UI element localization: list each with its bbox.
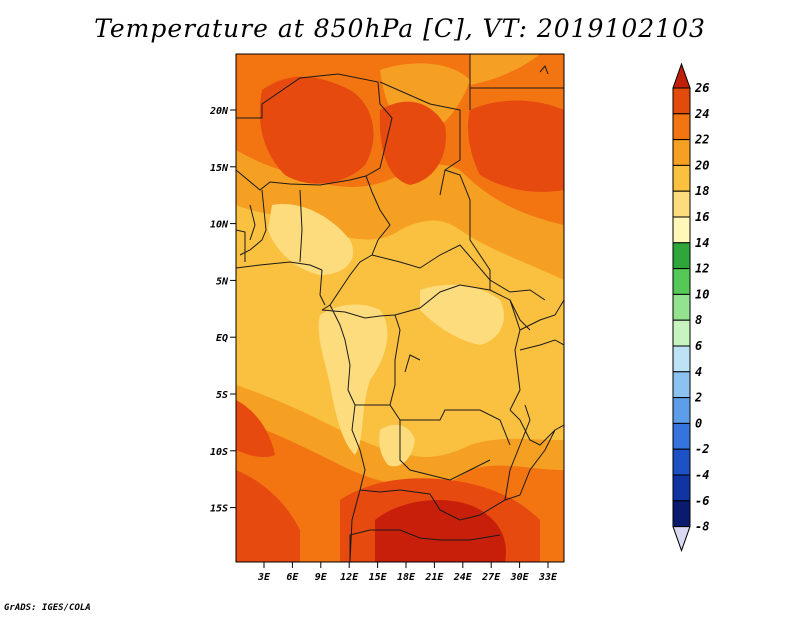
colorbar-box (672, 293, 691, 321)
field-20-northeast (470, 54, 540, 85)
lat-label: 5S (216, 390, 228, 401)
colorbar-label: 16 (695, 210, 709, 224)
temperature-field (236, 54, 564, 562)
map-title: Temperature at 850hPa [C], VT: 201910210… (94, 14, 706, 43)
colorbar-label: -6 (695, 494, 709, 508)
colorbar-label: 8 (695, 313, 702, 327)
lon-label: 21E (424, 572, 444, 583)
colorbar-box (672, 319, 691, 347)
lon-label: 33E (538, 572, 558, 583)
colorbar-box (672, 500, 691, 528)
field-16-south (379, 424, 415, 467)
colorbar-label: 6 (695, 339, 702, 353)
colorbar-box (672, 113, 691, 141)
colorbar-label: 20 (694, 158, 709, 172)
colorbar-box (672, 190, 691, 218)
field-24-chad (379, 101, 446, 185)
colorbar-label: -8 (695, 520, 709, 534)
field-16-congo (318, 304, 388, 455)
lon-label: 30E (510, 572, 530, 583)
longitude-axis: 3E 6E 9E 12E 15E 18E 21E 24E 27E 30E 33E (257, 562, 558, 583)
colorbar-label: -2 (695, 442, 709, 456)
lat-label: 15N (210, 163, 229, 174)
lon-label: 24E (453, 572, 473, 583)
colorbar-label: 4 (695, 365, 702, 379)
lat-label: 10N (210, 220, 229, 231)
latitude-axis: 20N 15N 10N 5N EQ 5S 10S 15S (209, 106, 236, 515)
lon-label: 9E (315, 572, 328, 583)
lat-label: 5N (216, 276, 229, 287)
footer-credit: GrADS: IGES/COLA (4, 603, 91, 613)
lat-label: 10S (210, 447, 228, 458)
colorbar-label: 26 (694, 81, 709, 95)
colorbar-box (672, 268, 691, 295)
colorbar-label: 18 (695, 184, 709, 198)
field-16-east (420, 284, 504, 345)
lat-label: 15S (210, 504, 228, 515)
field-24-sudan (468, 100, 564, 192)
colorbar-label: 10 (695, 287, 709, 301)
lon-label: 18E (397, 572, 416, 583)
colorbar-box (672, 164, 691, 192)
colorbar-box (672, 87, 691, 115)
field-26-south (375, 500, 506, 562)
lon-label: 6E (286, 572, 299, 583)
lat-label: 20N (209, 106, 229, 117)
colorbar-label: 24 (694, 107, 709, 121)
colorbar-box (672, 242, 691, 270)
field-24-sahara (259, 76, 374, 184)
colorbar-label: 12 (695, 262, 709, 276)
colorbar-label: 2 (694, 391, 702, 405)
colorbar-box (672, 345, 691, 373)
colorbar-label: 14 (695, 236, 709, 250)
lon-label: 3E (257, 572, 271, 583)
colorbar-box (672, 397, 691, 424)
colorbar-label: 22 (694, 133, 709, 147)
colorbar-bottom-arrow (672, 526, 691, 553)
colorbar-box (672, 216, 691, 244)
colorbar-label: -4 (695, 468, 709, 482)
colorbar-box (672, 474, 691, 502)
lon-label: 27E (481, 572, 501, 583)
colorbar-box (672, 139, 691, 166)
colorbar-label: 0 (695, 416, 702, 430)
lon-label: 12E (340, 572, 359, 583)
lon-label: 15E (369, 572, 388, 583)
field-24-gulf (236, 400, 275, 458)
colorbar-top-arrow (672, 62, 691, 89)
colorbar-box (672, 371, 691, 399)
field-24-atlantic (236, 470, 300, 562)
colorbar-box (672, 448, 691, 476)
lat-label: EQ (216, 333, 228, 344)
map-frame (235, 53, 565, 563)
colorbar-box (672, 422, 691, 450)
country-borders (236, 54, 564, 562)
field-16-west (268, 204, 354, 275)
